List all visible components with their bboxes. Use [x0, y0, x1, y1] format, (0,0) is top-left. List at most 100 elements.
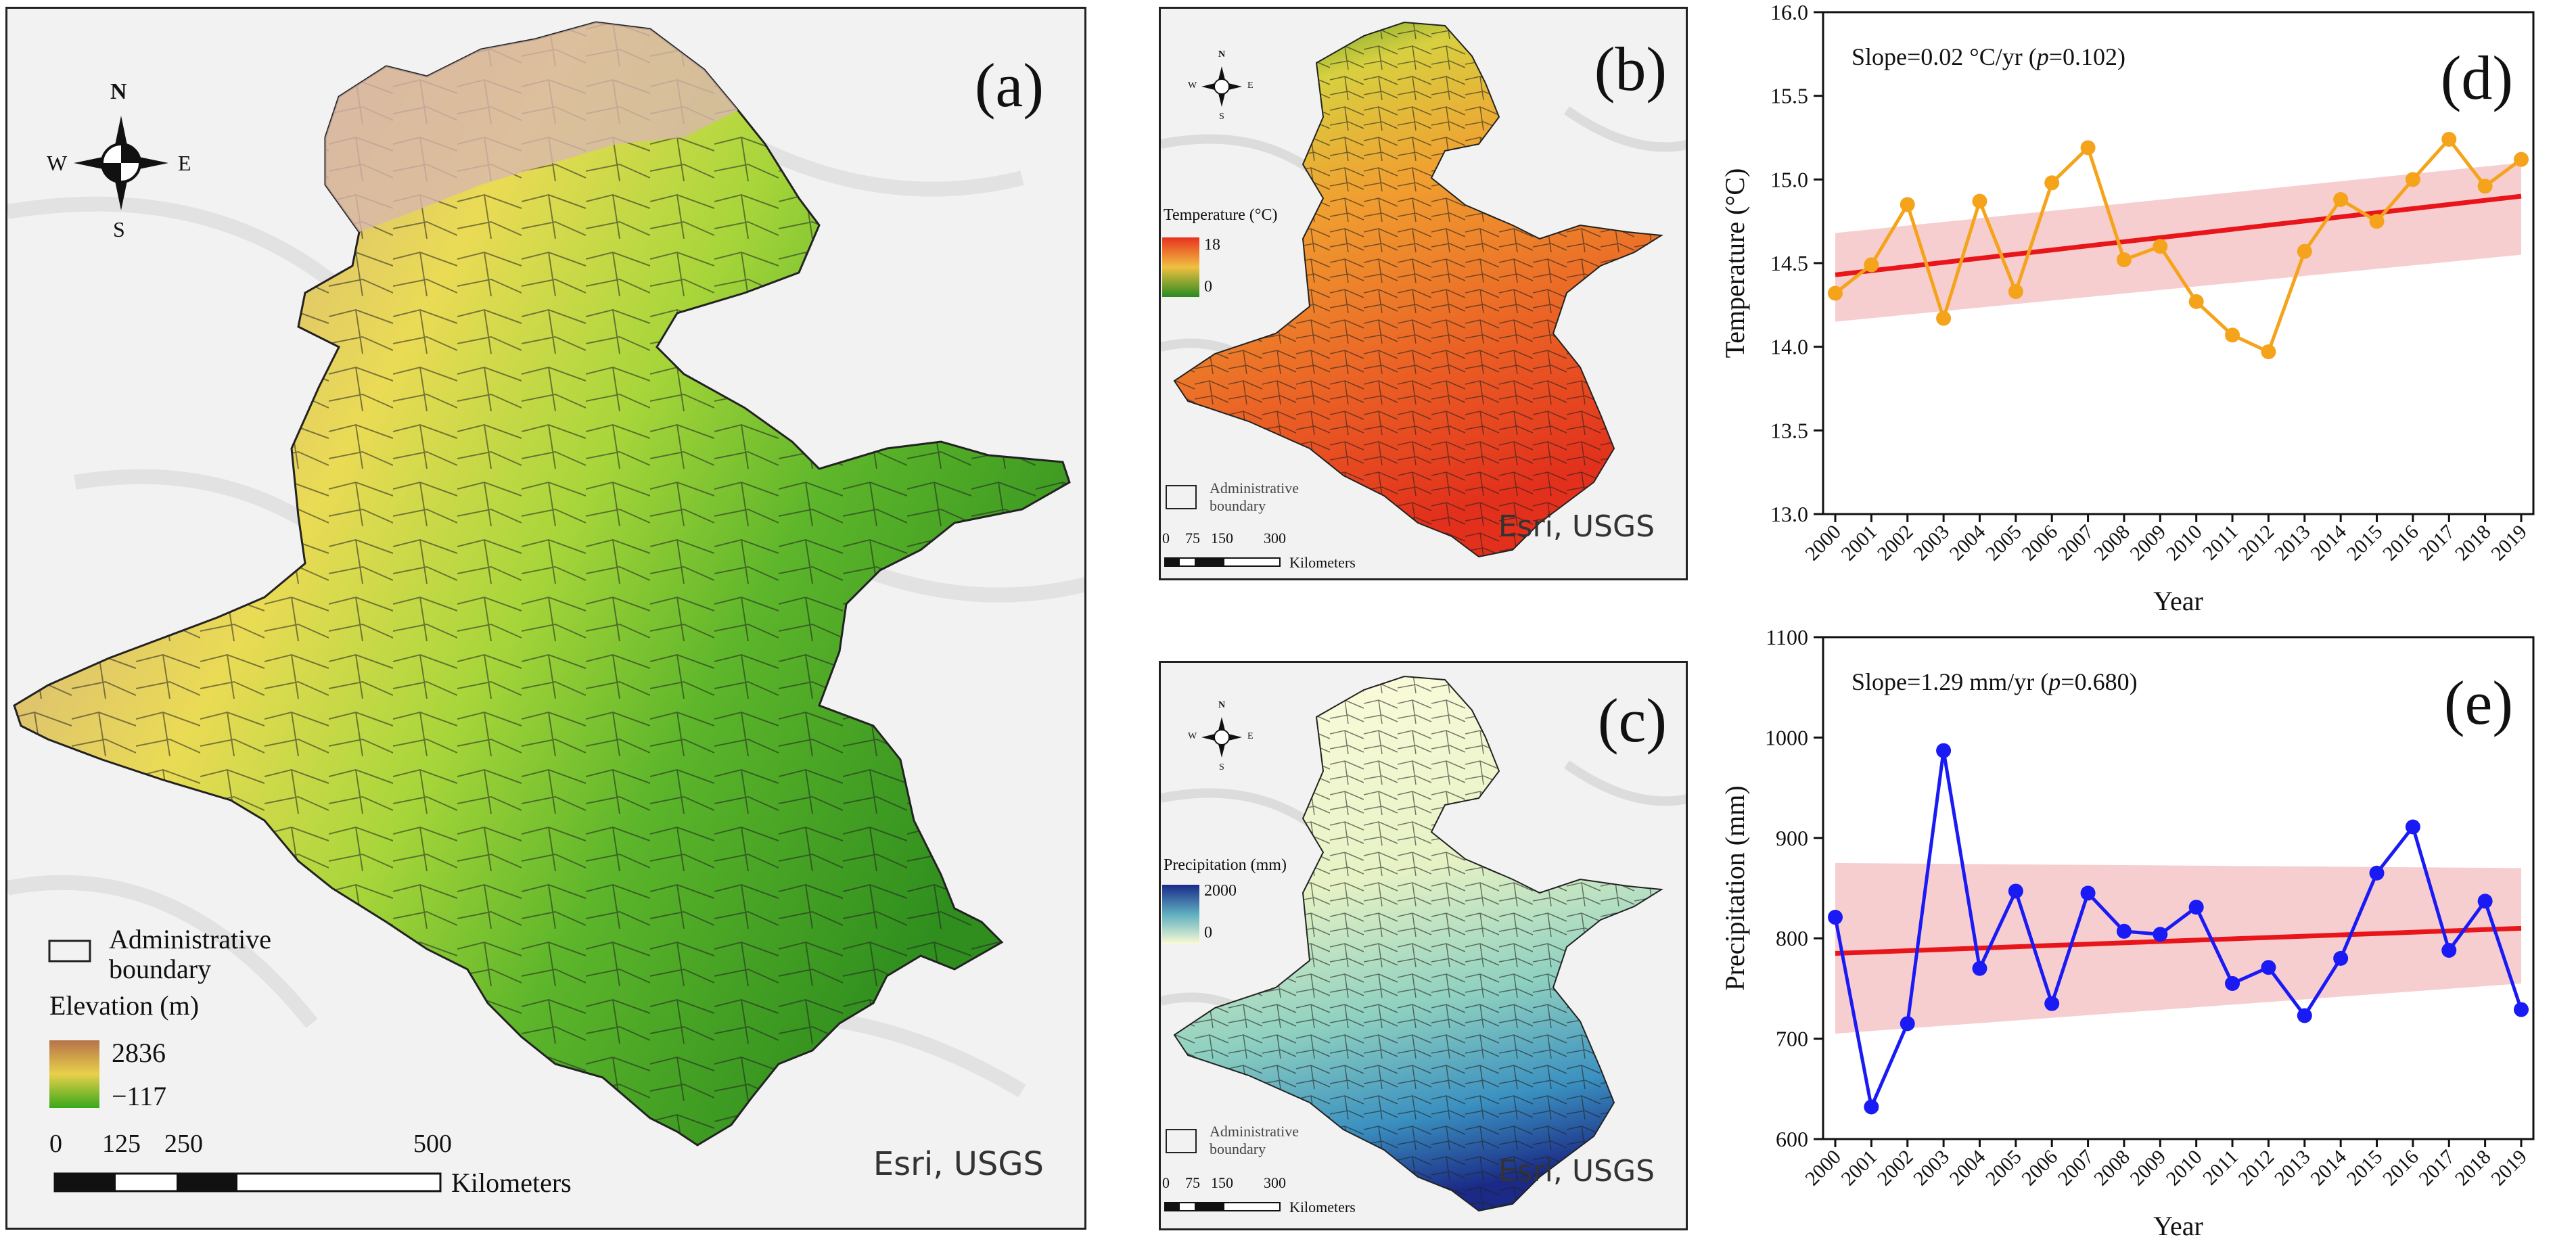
panel-label-c: (c) — [1597, 686, 1667, 755]
data-point — [2188, 900, 2204, 915]
data-point — [2080, 885, 2096, 901]
map-panel-c: (c) N S W E Precipitation (mm) 2000 0 Ad… — [1159, 661, 1688, 1230]
data-point — [2514, 1002, 2529, 1017]
attribution: Esri, USGS — [1498, 1154, 1655, 1188]
x-tick-label: 2019 — [2487, 521, 2531, 565]
scale-tick-150: 150 — [1211, 1174, 1233, 1191]
legend-boundary-line1: Administrative — [109, 924, 271, 954]
attribution: Esri, USGS — [873, 1145, 1044, 1183]
data-point — [2369, 214, 2385, 229]
data-point — [2153, 239, 2168, 254]
legend-precipitation-max: 2000 — [1204, 882, 1237, 900]
x-tick-label: 2004 — [1946, 1146, 1990, 1190]
x-tick-label: 2009 — [2126, 521, 2171, 565]
compass-n: N — [1218, 700, 1226, 710]
x-tick-label: 2013 — [2270, 521, 2315, 565]
x-tick-label: 2005 — [1981, 1146, 2026, 1190]
x-tick-label: 2001 — [1837, 521, 1882, 565]
map-panel-a: (a) N S W E Administrative boundary Elev… — [5, 7, 1086, 1230]
attribution: Esri, USGS — [1498, 509, 1655, 544]
y-tick-label: 13.5 — [1770, 418, 1808, 442]
compass-s: S — [1219, 762, 1224, 772]
scale-bar — [1164, 557, 1281, 567]
data-point — [2225, 327, 2240, 343]
data-point — [2405, 819, 2420, 835]
legend-elevation-min: −117 — [112, 1081, 167, 1111]
x-tick-label: 2000 — [1801, 521, 1845, 565]
boundary-legend-swatch — [1166, 485, 1197, 509]
x-tick-label: 2008 — [2090, 521, 2134, 565]
data-point — [1828, 285, 1843, 301]
y-tick-label: 15.5 — [1770, 84, 1808, 108]
elevation-map — [7, 9, 1084, 1228]
data-point — [2477, 894, 2493, 909]
legend-boundary-line1: Administrative — [1210, 1123, 1299, 1140]
y-tick-label: 13.0 — [1770, 502, 1808, 526]
legend-boundary-line1: Administrative — [1210, 480, 1299, 496]
x-tick-label: 2008 — [2090, 1146, 2134, 1190]
elevation-color-ramp — [49, 1040, 99, 1108]
scale-tick-125: 125 — [102, 1130, 141, 1158]
data-point — [1936, 310, 1952, 326]
y-tick-label: 16.0 — [1770, 0, 1808, 24]
data-point — [2261, 344, 2276, 360]
x-tick-label: 2016 — [2378, 521, 2423, 565]
y-axis-label: Precipitation (mm) — [1720, 785, 1750, 990]
x-tick-label: 2002 — [1873, 1146, 1918, 1190]
data-point — [1900, 1016, 1915, 1032]
legend-boundary-line2: boundary — [1210, 497, 1266, 514]
compass-e: E — [1247, 80, 1254, 91]
temperature-map — [1161, 9, 1686, 578]
x-tick-label: 2018 — [2451, 521, 2496, 565]
data-point — [2044, 175, 2060, 191]
x-tick-label: 2003 — [1909, 521, 1954, 565]
y-tick-label: 600 — [1776, 1127, 1808, 1151]
x-tick-label: 2014 — [2306, 521, 2351, 565]
data-point — [2153, 927, 2168, 942]
trend-line — [1835, 925, 2522, 956]
data-point — [1972, 960, 1987, 976]
x-tick-label: 2015 — [2343, 1146, 2387, 1190]
precipitation-trend-chart: 600 700 800 900 1000 1100 20002001200220032004… — [1720, 625, 2535, 1241]
compass-w: W — [1188, 731, 1197, 741]
compass-e: E — [178, 151, 191, 175]
data-point — [1900, 197, 1915, 212]
x-tick-label: 2017 — [2414, 1146, 2459, 1190]
data-point — [1972, 193, 1987, 209]
x-tick-label: 2009 — [2126, 1146, 2171, 1190]
compass-e: E — [1247, 731, 1254, 741]
boundary-legend-swatch — [1166, 1129, 1197, 1153]
data-point — [1864, 1099, 1879, 1115]
series-line — [1834, 137, 2523, 354]
x-tick-label: 2013 — [2270, 1146, 2315, 1190]
scale-tick-300: 300 — [1264, 530, 1286, 547]
data-point — [2188, 294, 2204, 309]
x-tick-label: 2010 — [2162, 1146, 2207, 1190]
scale-tick-0: 0 — [1162, 1174, 1170, 1191]
slope-annotation: Slope=1.29 mm/yr (p=0.680) — [1852, 668, 2138, 695]
x-tick-label: 2018 — [2451, 1146, 2496, 1190]
compass-w: W — [47, 151, 68, 175]
compass-w: W — [1188, 80, 1197, 91]
compass-n: N — [110, 79, 127, 104]
precipitation-color-ramp — [1162, 885, 1199, 944]
data-point — [2333, 192, 2349, 208]
x-tick-label: 2019 — [2487, 1146, 2531, 1190]
x-tick-label: 2006 — [2017, 1146, 2062, 1190]
scale-tick-300: 300 — [1264, 1174, 1286, 1191]
data-point — [2225, 975, 2240, 991]
scale-tick-0: 0 — [1162, 530, 1170, 547]
scale-bar — [1164, 1202, 1281, 1211]
data-point — [2297, 244, 2312, 259]
scale-unit: Kilometers — [1289, 554, 1356, 571]
legend-temperature-max: 18 — [1204, 236, 1220, 254]
compass-s: S — [113, 217, 125, 241]
data-point — [2514, 152, 2529, 167]
compass-rose-icon — [1201, 66, 1242, 107]
data-point — [2333, 950, 2349, 966]
compass-s: S — [1219, 112, 1224, 122]
data-point — [2008, 284, 2023, 300]
legend-temperature-min: 0 — [1204, 278, 1212, 296]
data-point — [2008, 883, 2023, 899]
x-tick-label: 2005 — [1981, 521, 2026, 565]
